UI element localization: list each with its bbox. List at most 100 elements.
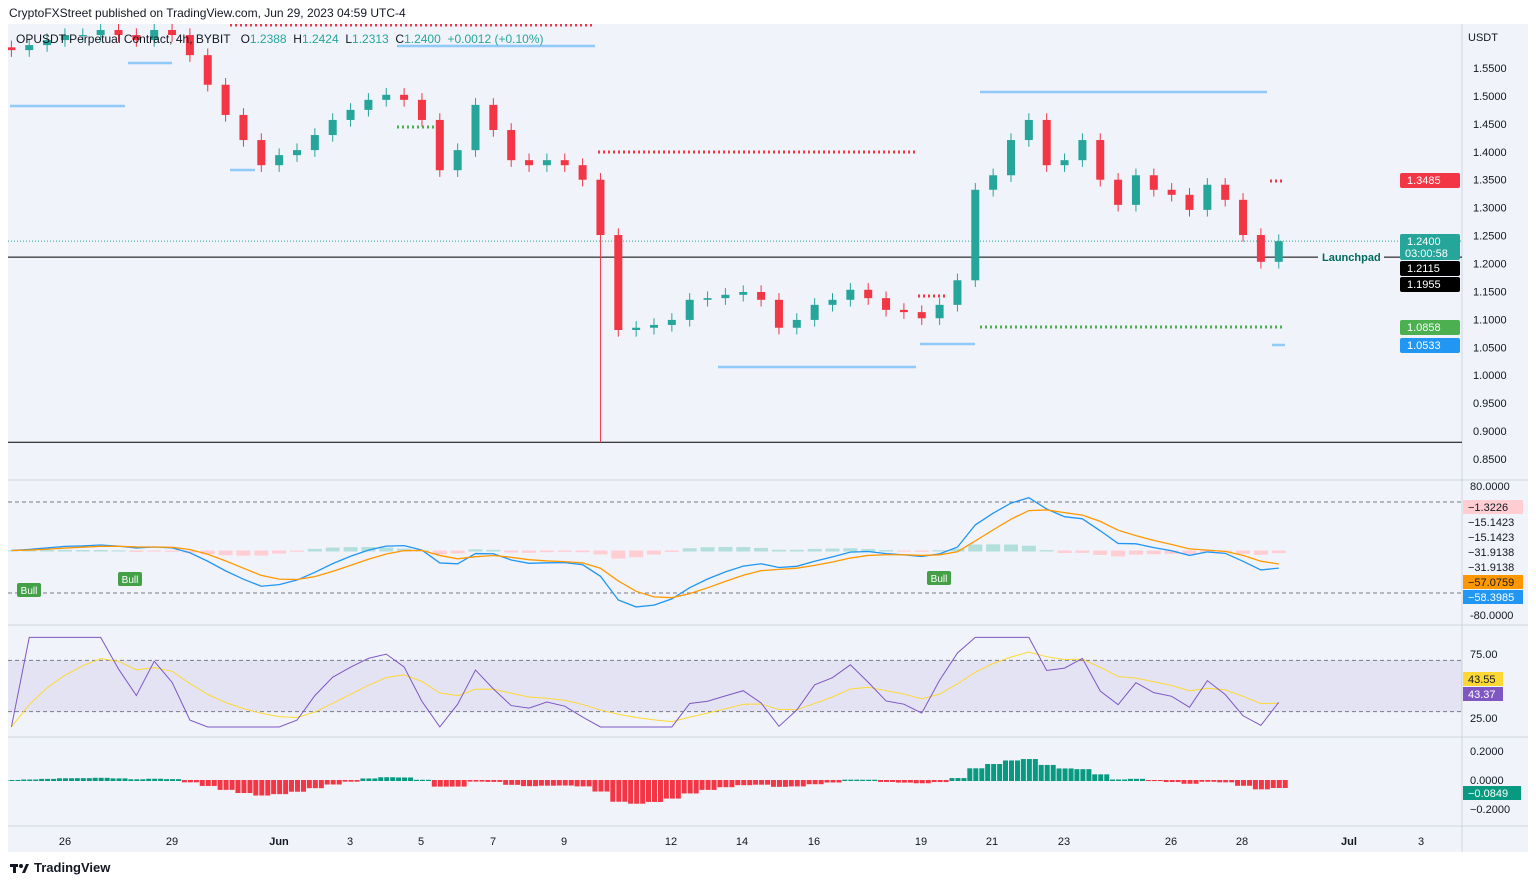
candle — [132, 35, 141, 41]
histogram-bar — [521, 780, 527, 787]
osc-histogram-bar — [1093, 550, 1108, 555]
x-tick-label: 19 — [915, 836, 927, 848]
osc-histogram-bar — [932, 550, 947, 552]
histogram-bar — [527, 780, 533, 787]
osc-histogram-bar — [1128, 550, 1143, 555]
x-tick-label: 5 — [418, 836, 424, 848]
publish-info: CryptoFXStreet published on TradingView.… — [9, 6, 406, 20]
candle — [774, 299, 783, 328]
histogram-bar — [485, 780, 491, 782]
osc-histogram-bar — [218, 550, 233, 556]
histogram-bar — [955, 778, 961, 781]
histogram-bar — [354, 780, 360, 782]
histogram-bar — [711, 780, 717, 790]
high-label: H — [293, 32, 302, 46]
osc-histogram-bar — [700, 547, 715, 552]
osc-histogram-bar — [432, 550, 447, 555]
histogram-bar — [360, 778, 366, 781]
candle — [739, 291, 748, 295]
price-label-box — [1400, 277, 1460, 292]
histogram-bar — [402, 777, 408, 781]
histogram-bar — [937, 780, 943, 783]
candle — [971, 189, 980, 281]
candle — [899, 309, 908, 313]
price-label-box — [1400, 338, 1460, 353]
chart-svg[interactable]: USDT 1.5500 1.5000 1.4500 1.4000 1.3500 1.3000… — [3, 23, 1528, 852]
y-tick-label: 0.9500 — [1473, 398, 1507, 410]
histogram-bar — [1235, 780, 1241, 786]
histogram-bar — [205, 780, 211, 786]
histogram-bar — [211, 780, 217, 786]
histogram-bar — [544, 780, 550, 786]
histogram-bar — [110, 778, 116, 781]
histogram-bar — [15, 780, 21, 781]
osc-tick: -80.0000 — [1470, 610, 1513, 622]
histogram-bar — [687, 780, 693, 794]
candle — [1274, 241, 1283, 262]
histogram-bar — [1276, 780, 1282, 788]
histogram-bar — [1003, 760, 1008, 781]
histogram-bar — [770, 780, 776, 787]
footer: TradingView — [10, 860, 110, 875]
osc-histogram-bar — [718, 546, 733, 552]
histogram-bar — [991, 764, 997, 781]
histogram-bar — [479, 780, 485, 782]
osc-histogram-bar — [129, 550, 144, 552]
osc-histogram-bar — [290, 550, 304, 552]
histogram-bar — [967, 768, 973, 781]
price-label: 1.2400 — [1407, 236, 1441, 248]
histogram-bar — [342, 780, 348, 782]
histogram-bar — [1199, 780, 1205, 782]
launchpad-label: Launchpad — [1322, 252, 1381, 264]
histogram-bar — [419, 779, 425, 781]
histogram-bar — [295, 780, 300, 792]
candle — [471, 104, 480, 151]
osc-histogram-bar — [504, 550, 519, 553]
histogram-bar — [116, 778, 122, 781]
price-label: 1.0858 — [1407, 322, 1441, 334]
osc-histogram-bar — [254, 550, 269, 556]
candle — [96, 30, 105, 36]
x-tick-label: 9 — [561, 836, 567, 848]
histogram-bar — [913, 780, 919, 784]
histogram-bar — [283, 780, 289, 795]
histogram-bar — [1133, 778, 1139, 781]
candle — [275, 155, 284, 166]
y-tick-label: 1.4000 — [1473, 147, 1507, 159]
histogram-bar — [86, 778, 92, 781]
histogram-bar — [1211, 780, 1217, 782]
histogram-bar — [1181, 780, 1187, 784]
osc-histogram-bar — [664, 550, 679, 552]
histogram-bar — [104, 777, 110, 781]
histogram-bar — [21, 779, 27, 781]
candle — [953, 280, 962, 305]
histogram-tick: 0.0000 — [1470, 775, 1504, 787]
histogram-bar — [235, 780, 241, 794]
histogram-bar — [640, 780, 646, 804]
histogram-bar — [717, 780, 723, 788]
histogram-bar — [646, 780, 651, 802]
histogram-bar — [580, 780, 586, 787]
histogram-bar — [931, 780, 937, 783]
histogram-bar — [312, 780, 318, 789]
x-tick-label: 3 — [1418, 836, 1424, 848]
histogram-bar — [949, 778, 955, 781]
histogram-bar — [80, 778, 86, 781]
histogram-bar — [223, 780, 229, 790]
osc-histogram-bar — [75, 550, 90, 552]
x-tick-label: 26 — [59, 836, 71, 848]
y-tick-label: 1.1000 — [1473, 314, 1507, 326]
histogram-bar — [634, 780, 640, 804]
price-label: 1.3485 — [1407, 175, 1441, 187]
histogram-bar — [1110, 779, 1116, 781]
histogram-bar — [396, 777, 402, 781]
histogram-bar — [895, 780, 901, 783]
x-tick-label: 14 — [736, 836, 748, 848]
chart-area[interactable]: USDT 1.5500 1.5000 1.4500 1.4000 1.3500 1.3000… — [3, 23, 1528, 852]
histogram-bar — [1038, 764, 1044, 781]
bull-signal-label: Bull — [21, 586, 38, 597]
histogram-bar — [1163, 780, 1169, 783]
histogram-bar — [1074, 769, 1080, 781]
candle — [310, 135, 319, 151]
osc-histogram-bar — [754, 547, 769, 552]
